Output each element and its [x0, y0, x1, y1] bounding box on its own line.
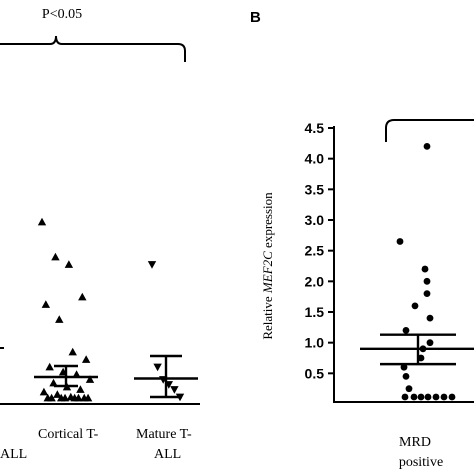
- y-axis-label-part3: expression: [260, 192, 275, 251]
- data-point: [85, 375, 95, 383]
- y-tick-label: 2.5: [305, 243, 325, 259]
- data-point: [421, 265, 429, 273]
- category-label-mrd-line2: positive: [399, 455, 443, 470]
- data-point: [423, 143, 431, 150]
- data-point: [47, 393, 56, 402]
- data-point: [402, 327, 410, 334]
- y-tick-label: 1.0: [305, 335, 325, 351]
- data-point: [423, 277, 431, 285]
- panel-b: B Relative MEF2C expression 4.5 4.0 3.5 3.0…: [250, 9, 474, 470]
- data-point: [417, 393, 425, 401]
- data-point: [51, 252, 60, 261]
- panel-b-letter: B: [250, 9, 261, 26]
- data-point: [396, 238, 404, 245]
- category-label-mature-line1: Mature T-: [136, 427, 192, 442]
- data-point: [81, 355, 91, 363]
- error-bar-mrd-positive: [360, 333, 474, 366]
- data-point: [400, 363, 408, 371]
- data-point: [402, 373, 410, 380]
- data-point: [426, 339, 434, 347]
- data-point: [83, 393, 93, 402]
- data-point: [41, 300, 51, 308]
- data-point: [448, 393, 456, 401]
- data-point: [153, 363, 162, 372]
- panel-a: P<0.05 Cortical T- ALL Mature T- ALL: [0, 7, 200, 462]
- data-point: [440, 393, 448, 401]
- significance-bracket: [0, 35, 186, 62]
- data-point: [147, 261, 157, 269]
- y-tick-label: 4.0: [305, 151, 325, 167]
- category-label-mrd-line1: MRD: [399, 435, 431, 450]
- y-tick-label: 1.5: [305, 304, 325, 320]
- data-point: [170, 386, 179, 394]
- data-point: [55, 315, 64, 323]
- data-point: [405, 385, 413, 393]
- data-point: [74, 393, 83, 402]
- y-tick-label: 4.5: [305, 120, 325, 136]
- category-label-cortical-line1: Cortical T-: [38, 427, 99, 442]
- data-point: [76, 385, 85, 393]
- y-tick-label: 3.0: [305, 212, 325, 228]
- data-point: [60, 393, 70, 402]
- y-tick-label: 3.5: [305, 181, 325, 197]
- data-point: [78, 292, 87, 301]
- panel-a-error-bars: [34, 354, 198, 399]
- error-bar-cortical: [34, 364, 98, 388]
- data-point: [68, 347, 77, 356]
- y-axis-label-gene: MEF2C: [260, 251, 275, 294]
- bracket-b: [385, 119, 474, 142]
- y-tick-label: 0.5: [305, 365, 325, 381]
- data-point: [426, 314, 434, 322]
- p-value-annotation: P<0.05: [42, 7, 82, 22]
- error-bar-mature: [134, 354, 198, 399]
- data-point: [64, 260, 74, 268]
- y-tick-label: 2.0: [305, 273, 325, 289]
- y-axis-label-b: Relative MEF2C expression: [260, 192, 275, 340]
- data-point: [39, 387, 49, 396]
- panel-a-points: [37, 217, 185, 402]
- data-point: [49, 378, 58, 387]
- y-ticks-b: 4.5 4.0 3.5 3.0 2.5 2.0 1.5 1.0 0.5: [305, 120, 334, 381]
- data-point: [423, 290, 431, 297]
- category-label-cortical-line2: ALL: [0, 447, 27, 462]
- panel-b-error-bars: [360, 333, 474, 366]
- data-point: [401, 393, 409, 401]
- data-point: [417, 354, 425, 362]
- data-point: [432, 393, 440, 401]
- data-point: [424, 393, 432, 401]
- data-point: [411, 302, 419, 310]
- data-point: [410, 393, 418, 401]
- data-point: [45, 362, 54, 371]
- panel-b-points: [396, 143, 456, 401]
- data-point: [37, 217, 47, 226]
- data-point: [53, 390, 62, 398]
- y-axis-label-part1: Relative: [260, 293, 275, 340]
- category-label-mature-line2: ALL: [154, 447, 181, 462]
